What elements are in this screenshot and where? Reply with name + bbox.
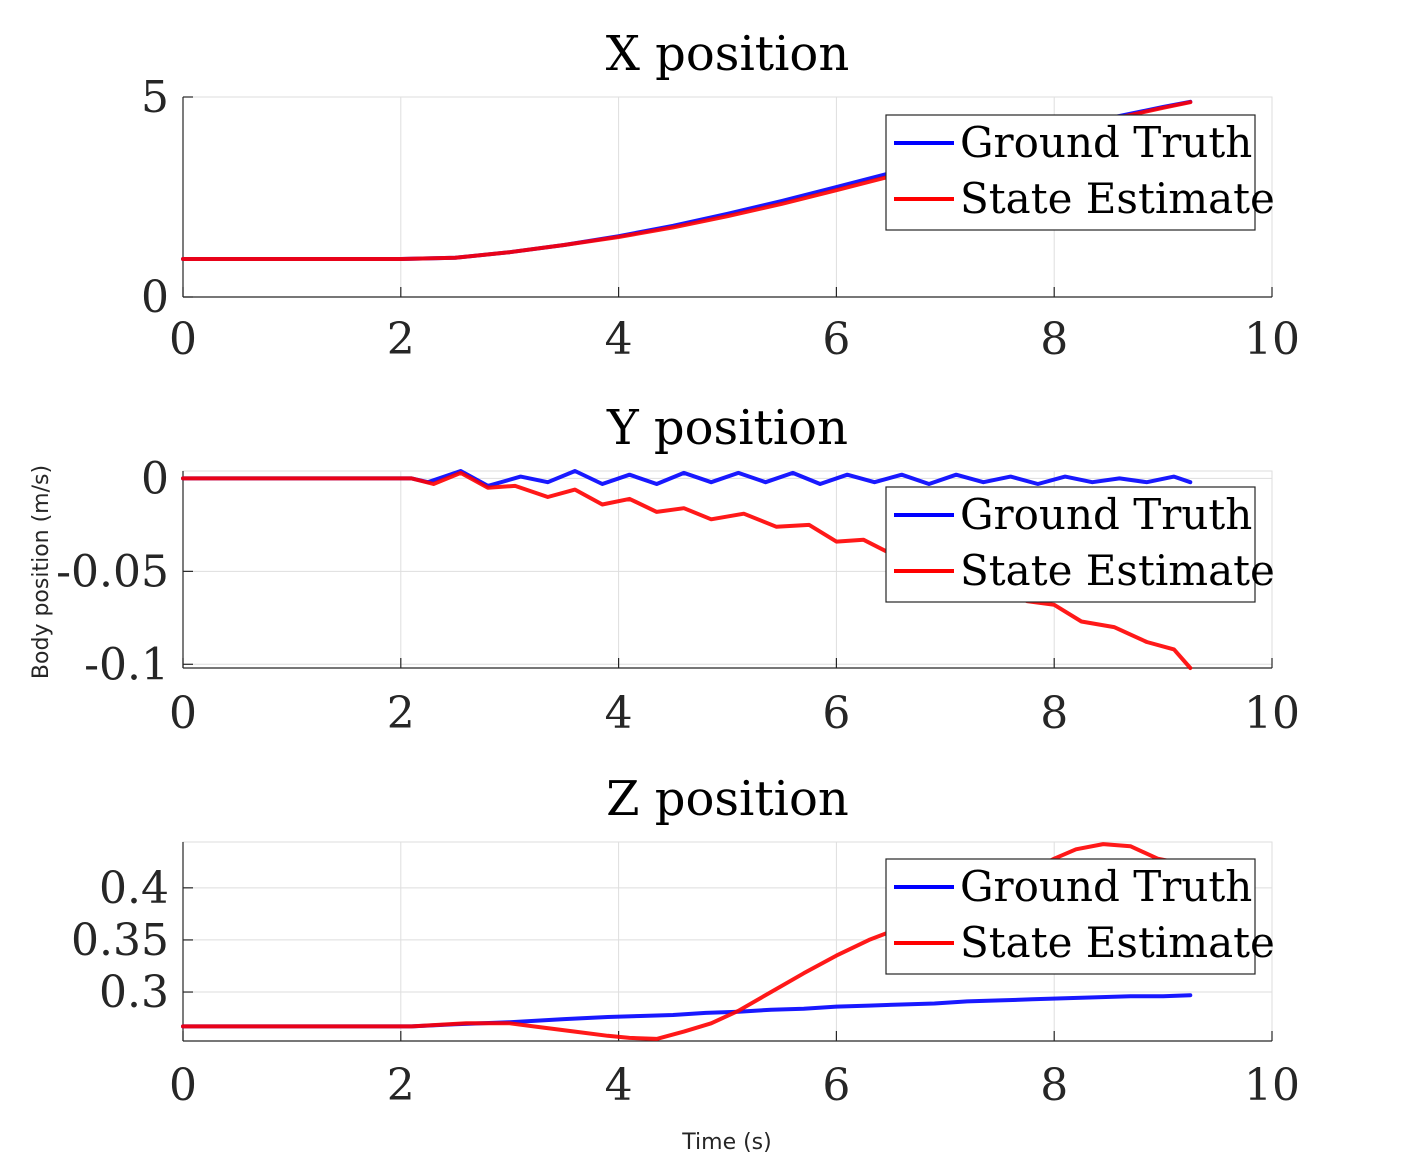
y-tick-label: 5 xyxy=(141,72,169,123)
x-tick-label: 10 xyxy=(1244,688,1300,739)
legend-label: Ground Truth xyxy=(960,118,1252,167)
plot-title: X position xyxy=(606,26,850,82)
legend: Ground Truth State Estimate xyxy=(885,858,1275,975)
ground-truth-line xyxy=(181,469,1193,488)
legend: Ground Truth State Estimate xyxy=(885,486,1275,603)
x-tick-label: 6 xyxy=(822,1060,850,1111)
x-tick-label: 0 xyxy=(169,1060,197,1111)
x-position-panel: 0 2 4 6 8 10 0 5 X position Ground Truth State Est… xyxy=(141,26,1300,365)
legend-box xyxy=(885,114,1256,231)
legend-label: State Estimate xyxy=(960,918,1275,967)
x-tick-label: 4 xyxy=(605,688,633,739)
y-tick-label: 0 xyxy=(141,453,169,504)
y-position-panel: 0 2 4 6 8 10 0 -0.05 -0.1 Y position Ground Truth S… xyxy=(56,400,1300,739)
x-tick-label: 8 xyxy=(1040,314,1068,365)
x-tick-label: 2 xyxy=(387,1060,415,1111)
x-tick-label: 2 xyxy=(387,314,415,365)
plot-title: Z position xyxy=(606,771,849,827)
y-tick-label: 0.3 xyxy=(99,967,169,1018)
x-tick-label: 6 xyxy=(822,314,850,365)
x-tick-label: 8 xyxy=(1040,1060,1068,1111)
legend-box xyxy=(885,486,1256,603)
legend-box xyxy=(885,858,1256,975)
ground-truth-line xyxy=(181,993,1193,1029)
x-tick-label: 2 xyxy=(387,688,415,739)
y-tick-label: -0.1 xyxy=(84,639,169,690)
z-position-panel: 0 2 4 6 8 10 0.30.350.4 Z position Ground Truth S… xyxy=(71,771,1300,1111)
y-tick-label: 0.35 xyxy=(71,915,169,966)
x-tick-label: 10 xyxy=(1244,314,1300,365)
legend-label: Ground Truth xyxy=(960,490,1252,539)
x-tick-label: 6 xyxy=(822,688,850,739)
y-axis-label: Body position (m/s) xyxy=(29,465,54,679)
plot-title: Y position xyxy=(606,400,848,456)
x-tick-label: 4 xyxy=(605,314,633,365)
x-tick-label: 4 xyxy=(605,1060,633,1111)
x-tick-label: 8 xyxy=(1040,688,1068,739)
legend-label: Ground Truth xyxy=(960,862,1252,911)
y-tick-label: 0 xyxy=(141,272,169,323)
x-tick-label: 0 xyxy=(169,688,197,739)
state-estimate-line xyxy=(181,470,1193,670)
state-estimate-line xyxy=(181,842,1171,1041)
legend-label: State Estimate xyxy=(960,174,1275,223)
x-tick-label: 0 xyxy=(169,314,197,365)
x-tick-label: 10 xyxy=(1244,1060,1300,1111)
y-tick-label: -0.05 xyxy=(56,546,169,597)
x-axis-label: Time (s) xyxy=(681,1130,771,1155)
legend-label: State Estimate xyxy=(960,546,1275,595)
y-tick-label: 0.4 xyxy=(99,863,169,914)
legend: Ground Truth State Estimate xyxy=(885,114,1275,231)
